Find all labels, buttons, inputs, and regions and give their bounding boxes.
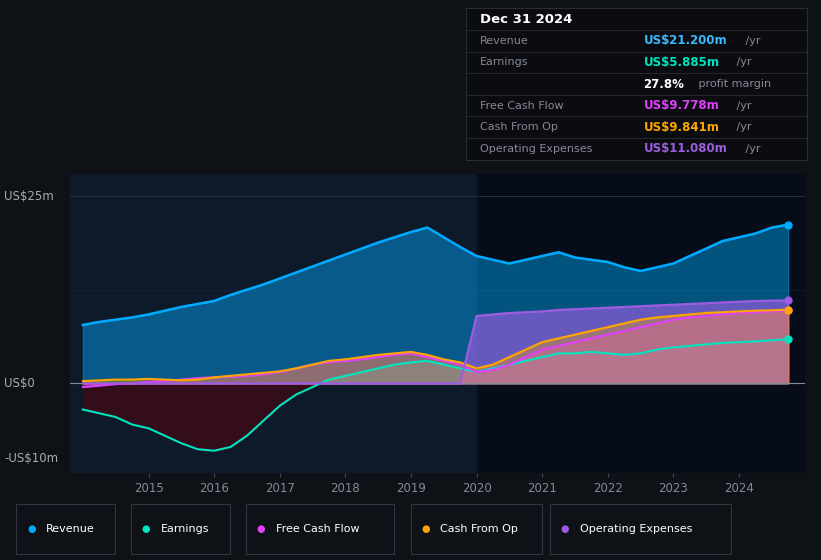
- Text: US$21.200m: US$21.200m: [644, 34, 727, 47]
- Text: Operating Expenses: Operating Expenses: [580, 524, 692, 534]
- Text: ●: ●: [561, 524, 569, 534]
- Text: Cash From Op: Cash From Op: [480, 122, 557, 132]
- Text: Earnings: Earnings: [480, 58, 529, 67]
- Text: US$0: US$0: [4, 377, 34, 390]
- Text: Cash From Op: Cash From Op: [440, 524, 518, 534]
- Text: 27.8%: 27.8%: [644, 77, 685, 91]
- Text: ●: ●: [257, 524, 265, 534]
- Text: /yr: /yr: [742, 36, 761, 46]
- Text: /yr: /yr: [742, 144, 761, 154]
- Text: US$9.778m: US$9.778m: [644, 99, 719, 112]
- Text: US$9.841m: US$9.841m: [644, 121, 719, 134]
- Text: Revenue: Revenue: [480, 36, 529, 46]
- Text: ●: ●: [421, 524, 429, 534]
- Text: US$5.885m: US$5.885m: [644, 56, 719, 69]
- Text: ●: ●: [142, 524, 150, 534]
- Text: /yr: /yr: [733, 122, 751, 132]
- Text: /yr: /yr: [733, 58, 751, 67]
- Text: Revenue: Revenue: [46, 524, 94, 534]
- Text: Free Cash Flow: Free Cash Flow: [480, 101, 563, 111]
- Text: US$11.080m: US$11.080m: [644, 142, 727, 155]
- Text: Operating Expenses: Operating Expenses: [480, 144, 592, 154]
- Bar: [476, 174, 805, 473]
- Text: -US$10m: -US$10m: [4, 452, 58, 465]
- Text: US$25m: US$25m: [4, 190, 54, 203]
- Text: Earnings: Earnings: [161, 524, 209, 534]
- Text: Dec 31 2024: Dec 31 2024: [480, 13, 572, 26]
- Text: profit margin: profit margin: [695, 79, 771, 89]
- Text: Free Cash Flow: Free Cash Flow: [276, 524, 360, 534]
- Text: ●: ●: [27, 524, 35, 534]
- Text: /yr: /yr: [733, 101, 751, 111]
